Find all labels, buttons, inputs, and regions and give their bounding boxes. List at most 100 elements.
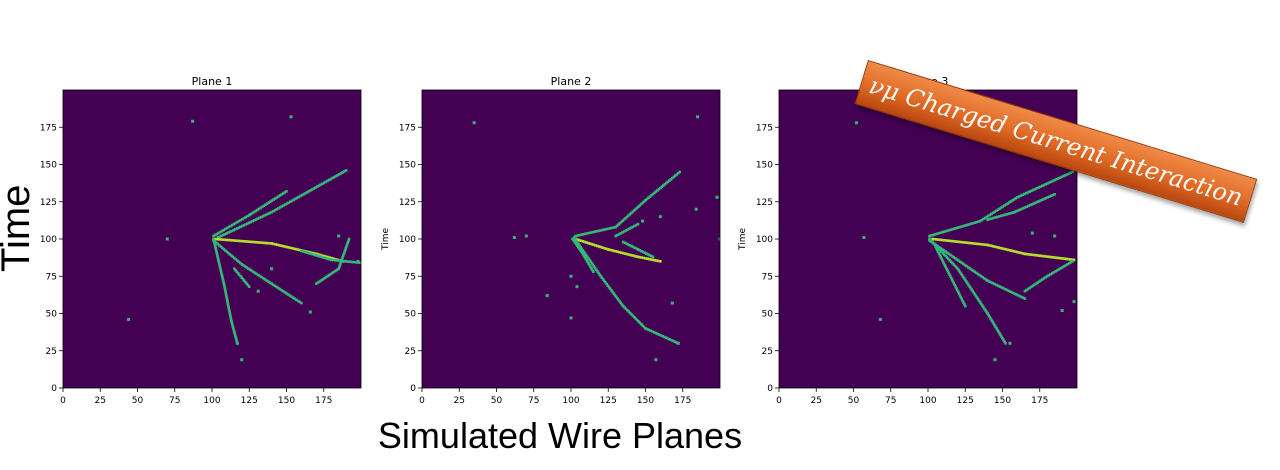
track-hit: [268, 281, 272, 284]
track-hit: [986, 279, 989, 283]
track-hit: [633, 315, 636, 319]
track-hit: [934, 243, 938, 247]
track-hit: [668, 338, 671, 341]
track-hit: [936, 250, 940, 254]
track-hit: [237, 239, 240, 243]
isolated-hit: [569, 274, 573, 278]
isolated-hit: [512, 236, 516, 240]
track-hit: [344, 169, 348, 172]
track-hit: [275, 285, 278, 289]
track-hit: [931, 241, 935, 245]
track-hit: [227, 308, 231, 312]
track-hit: [574, 234, 577, 238]
track-hit: [1027, 204, 1030, 208]
track-hit: [999, 246, 1002, 250]
track-hit: [588, 263, 591, 267]
track-hit: [341, 256, 344, 259]
track-hit: [623, 306, 626, 309]
track-hit: [261, 214, 265, 218]
track-hit: [229, 238, 232, 242]
track-hit: [252, 210, 256, 214]
track-hit: [607, 285, 611, 289]
track-hit: [982, 305, 985, 309]
track-hit: [219, 267, 222, 271]
track-hit: [1033, 283, 1036, 287]
track-hit: [983, 277, 986, 280]
y-tick-label: 25: [46, 347, 57, 357]
track-hit: [245, 266, 249, 269]
track-hit: [617, 232, 621, 236]
track-hit: [937, 247, 941, 251]
track-hit: [606, 248, 610, 251]
track-hit: [973, 270, 976, 274]
track-hit: [1014, 293, 1018, 296]
track-hit: [582, 250, 586, 254]
heatmap-hits: [854, 121, 1076, 362]
track-hit: [224, 289, 227, 293]
track-hit: [659, 186, 662, 190]
track-hit: [651, 192, 655, 196]
track-hit: [935, 246, 938, 250]
track-hit: [1072, 258, 1076, 262]
track-hit: [1014, 210, 1018, 213]
track-hit: [324, 256, 327, 260]
track-hit: [293, 297, 297, 301]
x-tick-label: 150: [278, 396, 295, 406]
track-hit: [595, 230, 598, 233]
track-hit: [621, 240, 625, 244]
track-hit: [242, 279, 246, 283]
track-hit: [227, 238, 230, 242]
track-hit: [572, 239, 575, 242]
plane-panel-1: Plane 1 0 25 50 75 100 125 150 175 0 25 50 75 100 125 1…: [40, 75, 362, 406]
track-hit: [963, 224, 967, 227]
track-hit: [251, 219, 254, 223]
track-hit: [989, 317, 992, 320]
track-hit: [633, 224, 636, 228]
track-hit: [1023, 289, 1027, 293]
track-hit: [221, 233, 225, 237]
track-hit: [1055, 256, 1059, 260]
track-hit: [979, 302, 983, 306]
track-hit: [216, 254, 219, 258]
track-hit: [1053, 256, 1057, 259]
track-hit: [625, 215, 629, 219]
track-hit: [320, 255, 324, 259]
track-hit: [262, 204, 266, 208]
track-hit: [636, 222, 640, 226]
track-hit: [618, 250, 621, 254]
track-hit: [971, 222, 974, 225]
isolated-hit: [1030, 231, 1034, 235]
track-hit: [215, 252, 219, 256]
track-hit: [1033, 253, 1036, 257]
track-hit: [587, 262, 590, 265]
track-hit: [270, 199, 274, 202]
track-hit: [277, 207, 280, 210]
track-hit: [944, 254, 947, 258]
track-hit: [659, 334, 663, 337]
track-hit: [627, 310, 631, 313]
track-hit: [1025, 252, 1029, 256]
track-hit: [235, 340, 239, 343]
track-hit: [216, 236, 220, 239]
track-hit: [272, 198, 275, 201]
track-hit: [341, 259, 345, 263]
track-hit: [588, 242, 592, 245]
track-hit: [228, 230, 232, 234]
track-hit: [227, 231, 230, 234]
track-hit: [618, 300, 621, 303]
track-hit: [322, 277, 326, 280]
x-tick-label: 75: [885, 396, 896, 406]
track-hit: [1051, 193, 1055, 197]
track-hit: [277, 243, 281, 247]
track-hit: [215, 241, 218, 245]
track-hit: [260, 275, 263, 279]
track-hit: [1054, 269, 1057, 273]
track-hit: [219, 238, 223, 241]
track-hit: [251, 211, 254, 215]
track-hit: [1011, 211, 1014, 215]
track-hit: [948, 258, 952, 262]
track-hit: [266, 241, 269, 245]
track-hit: [1006, 248, 1010, 252]
track-hit: [948, 273, 951, 276]
track-hit: [948, 228, 952, 232]
